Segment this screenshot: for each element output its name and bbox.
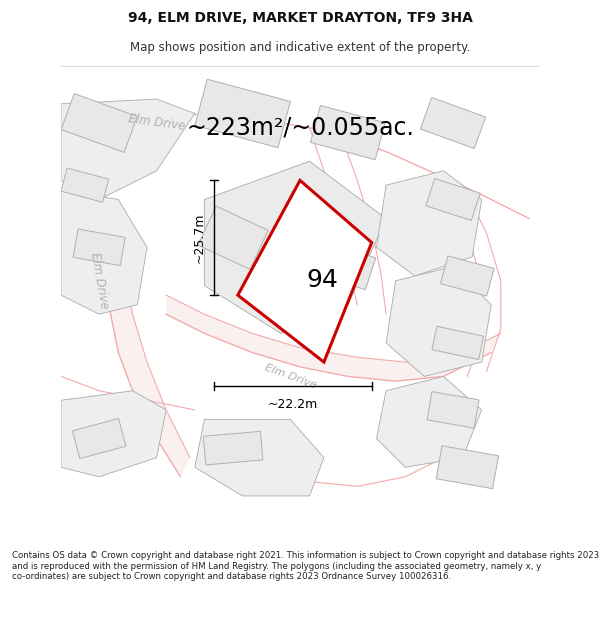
Polygon shape bbox=[440, 256, 494, 296]
Polygon shape bbox=[61, 168, 109, 202]
Polygon shape bbox=[61, 99, 195, 199]
Polygon shape bbox=[377, 376, 482, 468]
Text: 94, ELM DRIVE, MARKET DRAYTON, TF9 3HA: 94, ELM DRIVE, MARKET DRAYTON, TF9 3HA bbox=[128, 11, 472, 26]
Text: ~22.2m: ~22.2m bbox=[268, 398, 318, 411]
Polygon shape bbox=[73, 419, 126, 459]
Text: ~223m²/~0.055ac.: ~223m²/~0.055ac. bbox=[186, 116, 414, 140]
Text: 94: 94 bbox=[307, 268, 338, 292]
Polygon shape bbox=[386, 266, 491, 376]
Polygon shape bbox=[436, 446, 499, 489]
Text: Map shows position and indicative extent of the property.: Map shows position and indicative extent… bbox=[130, 41, 470, 54]
Polygon shape bbox=[61, 391, 166, 477]
Polygon shape bbox=[198, 206, 268, 269]
Polygon shape bbox=[238, 181, 372, 362]
Text: Contains OS data © Crown copyright and database right 2021. This information is : Contains OS data © Crown copyright and d… bbox=[12, 551, 599, 581]
Polygon shape bbox=[251, 252, 330, 319]
Polygon shape bbox=[195, 419, 324, 496]
Polygon shape bbox=[320, 243, 376, 290]
Polygon shape bbox=[73, 229, 125, 266]
Text: Elm Drive: Elm Drive bbox=[127, 112, 186, 133]
Polygon shape bbox=[421, 98, 485, 149]
Polygon shape bbox=[205, 161, 386, 333]
Polygon shape bbox=[311, 106, 385, 160]
Polygon shape bbox=[203, 431, 263, 465]
Polygon shape bbox=[61, 161, 190, 477]
Text: ~25.7m: ~25.7m bbox=[193, 213, 205, 263]
Polygon shape bbox=[377, 171, 482, 276]
Polygon shape bbox=[427, 392, 479, 428]
Polygon shape bbox=[166, 295, 501, 381]
Polygon shape bbox=[195, 79, 290, 148]
Polygon shape bbox=[61, 190, 147, 314]
Polygon shape bbox=[426, 179, 480, 221]
Polygon shape bbox=[432, 326, 484, 359]
Polygon shape bbox=[61, 94, 137, 152]
Text: Elm Drive: Elm Drive bbox=[88, 251, 110, 310]
Text: Elm Drive: Elm Drive bbox=[263, 362, 317, 391]
